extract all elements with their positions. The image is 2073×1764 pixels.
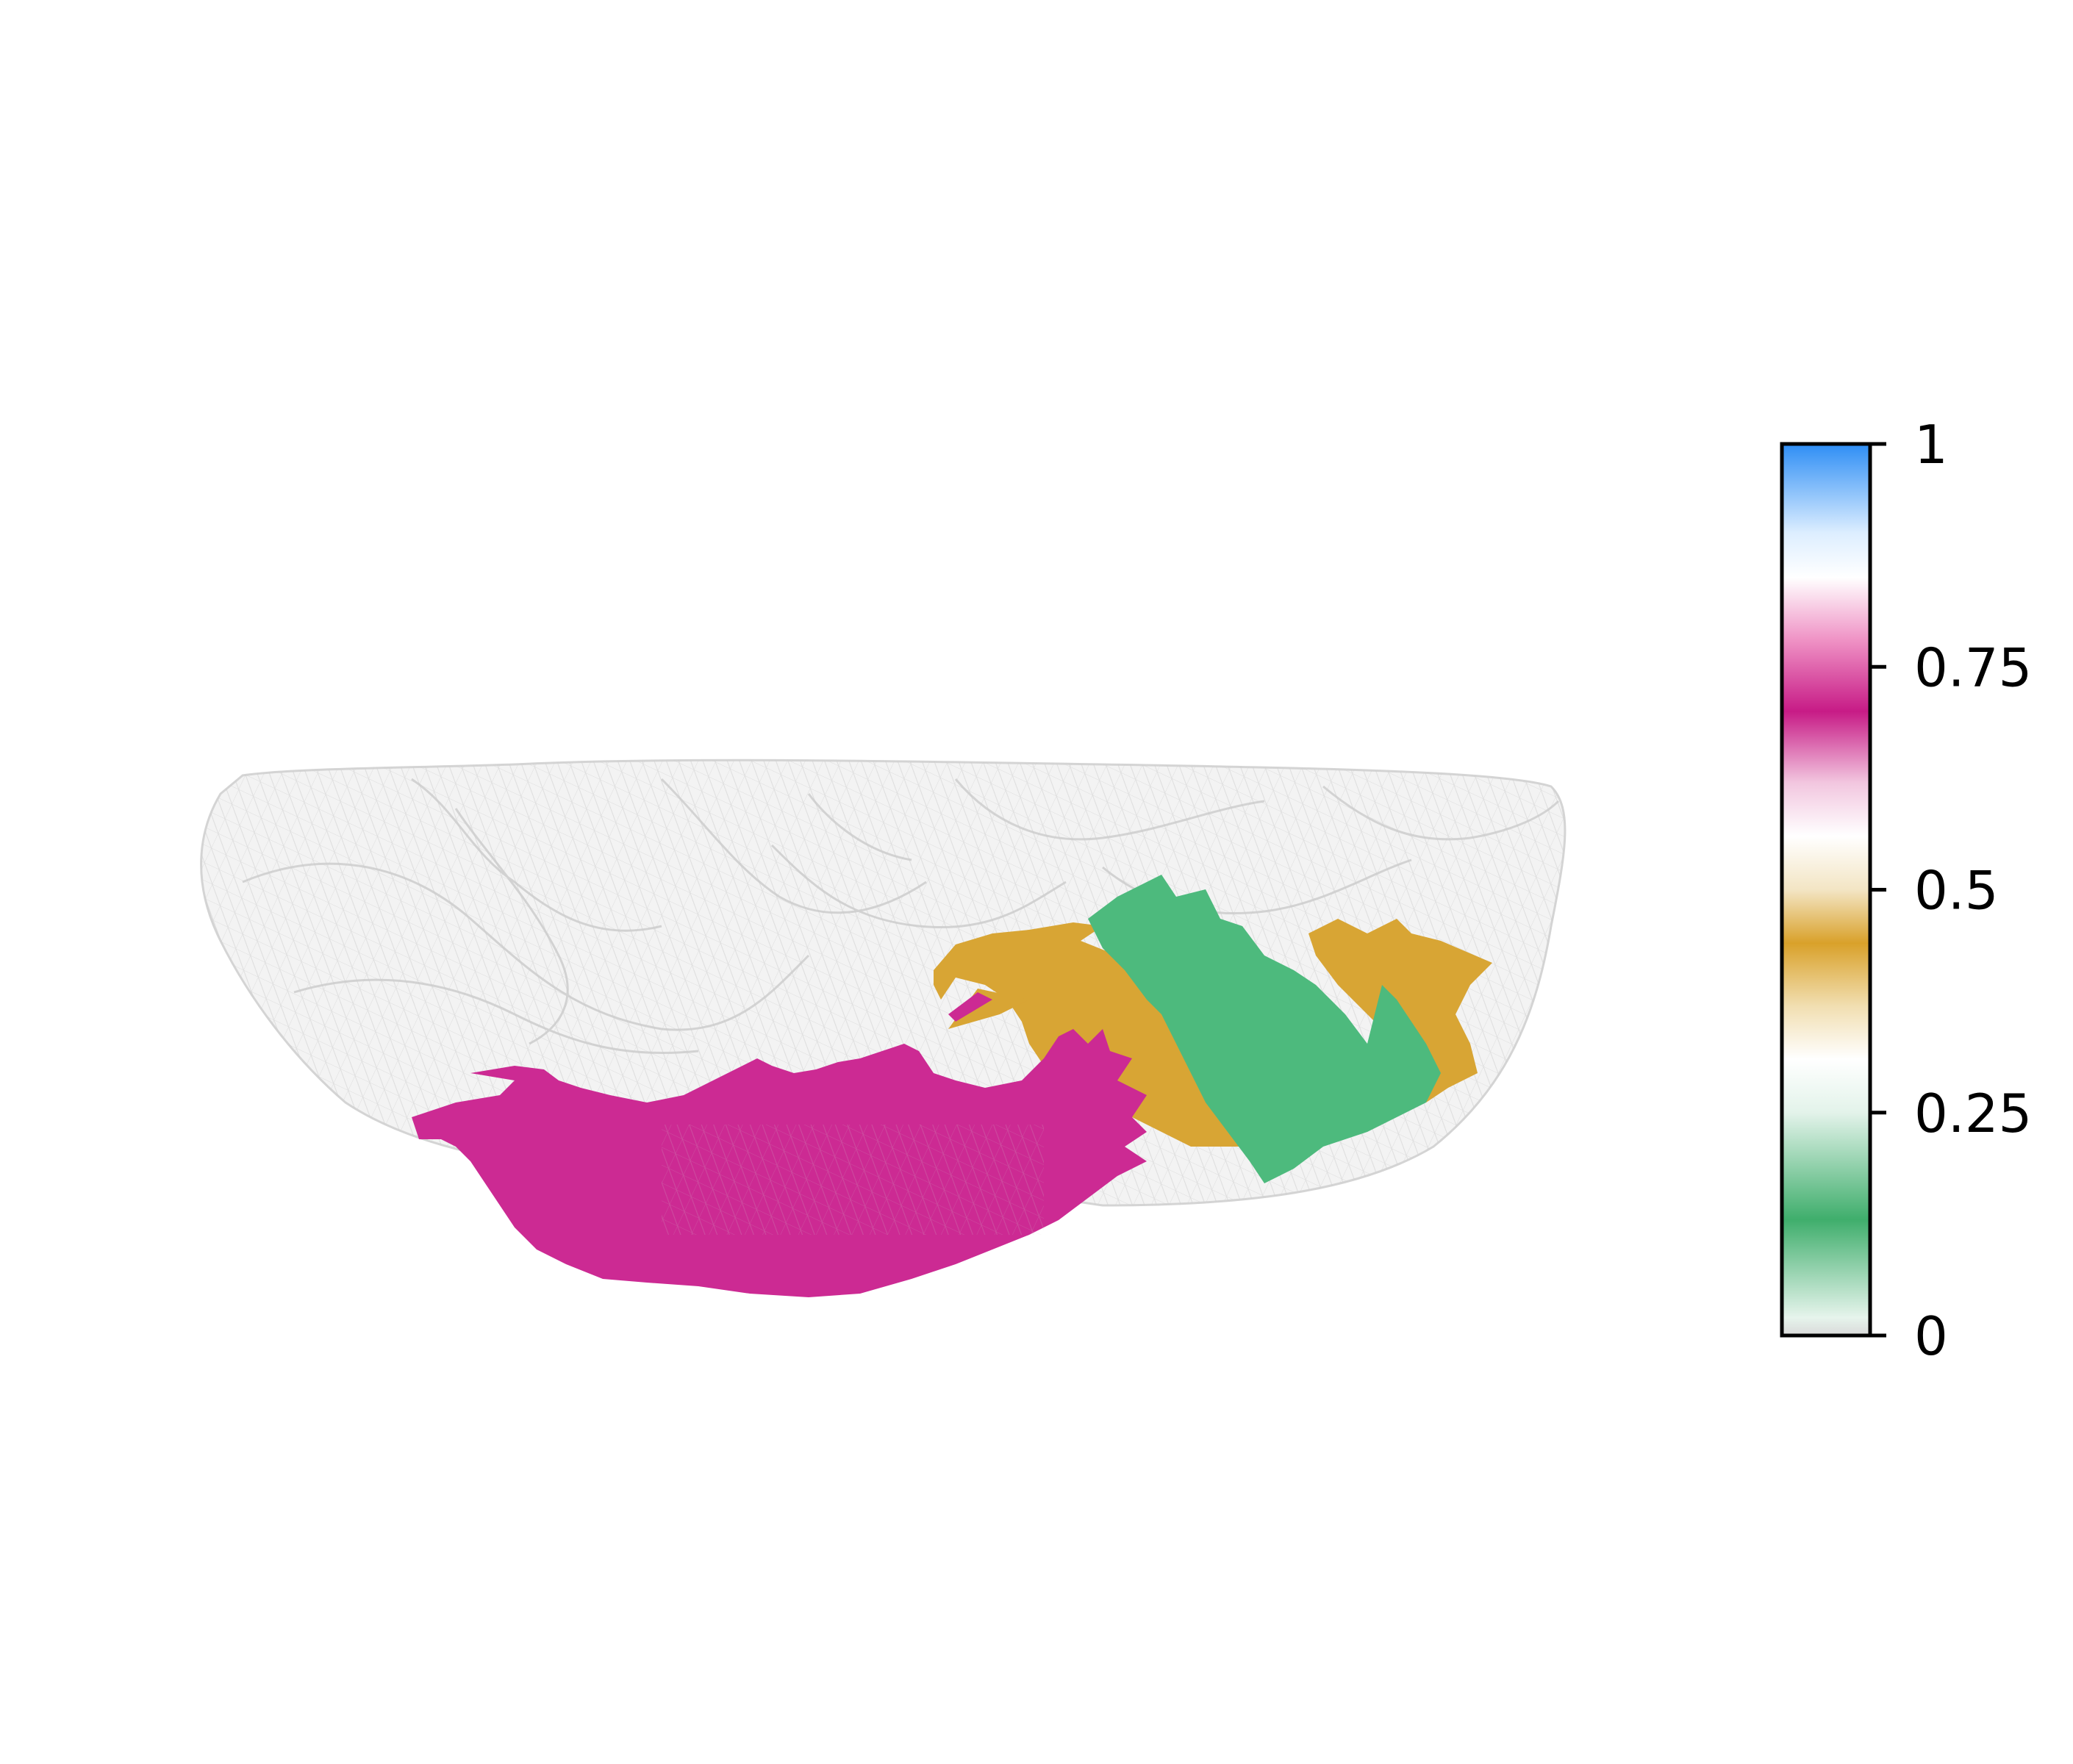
colorbar-bar bbox=[1780, 442, 1872, 1338]
colorbar-tick-label: 0 bbox=[1914, 1305, 1948, 1367]
colorbar: 0 0.25 0.5 0.75 1 bbox=[1780, 414, 2032, 1367]
brain-mesh-view bbox=[200, 759, 1567, 1297]
colorbar-tick-label: 0.5 bbox=[1914, 860, 1999, 922]
colorbar-ticks: 0 0.25 0.5 0.75 1 bbox=[1870, 414, 2032, 1367]
magenta-region bbox=[412, 992, 1147, 1297]
colorbar-tick-label: 0.75 bbox=[1914, 637, 2032, 698]
colorbar-tick-label: 1 bbox=[1914, 414, 1948, 476]
colorbar-tick-label: 0.25 bbox=[1914, 1083, 2032, 1144]
green-region bbox=[1088, 875, 1441, 1183]
